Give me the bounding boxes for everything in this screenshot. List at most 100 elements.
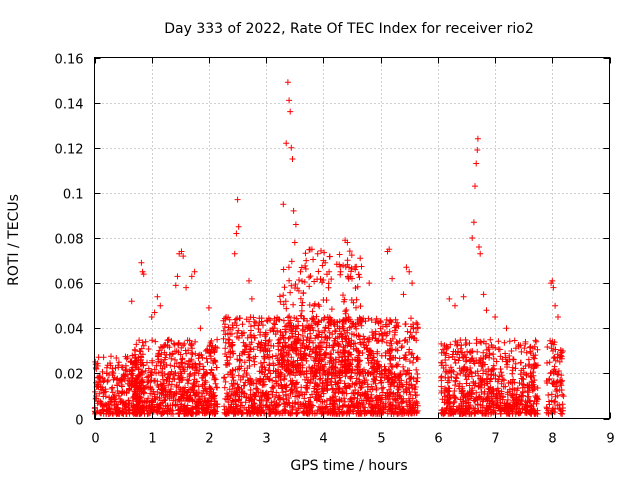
- data-point: [490, 388, 497, 395]
- data-point: [221, 374, 228, 381]
- data-point: [184, 380, 191, 387]
- data-point: [556, 358, 563, 365]
- data-point: [475, 360, 482, 367]
- data-point: [339, 390, 346, 397]
- data-point: [509, 364, 516, 371]
- data-point: [301, 279, 308, 285]
- data-point: [409, 280, 416, 287]
- data-point: [408, 351, 415, 358]
- y-tick-label: 0.02: [55, 368, 84, 383]
- data-point: [527, 397, 534, 404]
- data-point: [194, 366, 200, 372]
- data-point: [197, 325, 204, 332]
- data-point: [211, 401, 218, 408]
- data-point: [450, 399, 457, 406]
- data-point: [477, 355, 484, 361]
- data-point: [290, 207, 297, 214]
- data-point: [441, 342, 448, 349]
- data-point: [469, 355, 476, 362]
- data-point: [404, 328, 411, 335]
- data-point: [133, 364, 140, 371]
- data-point: [477, 250, 484, 257]
- data-point: [268, 401, 275, 408]
- data-point: [231, 250, 238, 257]
- data-point: [522, 363, 529, 369]
- data-point: [135, 403, 141, 410]
- data-point: [286, 400, 293, 407]
- data-point: [522, 398, 529, 405]
- data-point: [533, 394, 540, 401]
- data-point: [532, 362, 539, 369]
- data-point: [207, 353, 214, 360]
- data-point: [413, 319, 420, 326]
- data-point: [550, 355, 557, 362]
- data-point: [222, 361, 229, 368]
- data-point: [272, 321, 278, 328]
- data-point: [335, 385, 342, 392]
- data-point: [552, 302, 559, 309]
- data-point: [202, 410, 209, 417]
- data-point: [300, 353, 307, 360]
- data-point: [289, 347, 296, 354]
- data-point: [191, 372, 198, 379]
- data-point: [290, 324, 297, 331]
- data-point: [390, 401, 397, 408]
- data-point: [395, 361, 401, 368]
- data-point: [315, 328, 322, 334]
- data-point: [280, 408, 287, 414]
- data-point: [235, 396, 242, 403]
- data-point: [279, 363, 286, 370]
- data-point: [393, 322, 400, 329]
- data-point: [377, 325, 384, 332]
- data-point: [246, 318, 253, 325]
- data-point: [136, 395, 142, 402]
- data-point: [331, 398, 338, 405]
- data-point: [474, 348, 481, 355]
- data-point: [319, 262, 326, 269]
- data-point: [386, 246, 393, 253]
- data-point: [480, 349, 487, 356]
- data-point: [221, 403, 228, 410]
- data-point: [158, 358, 165, 365]
- data-point: [358, 263, 365, 270]
- data-point: [548, 391, 555, 398]
- data-point: [280, 335, 287, 342]
- data-point: [200, 402, 207, 408]
- data-point: [483, 376, 490, 383]
- data-point: [149, 337, 156, 344]
- data-point: [293, 410, 300, 417]
- data-point: [265, 354, 272, 361]
- data-point: [291, 239, 298, 246]
- data-point: [410, 407, 417, 414]
- data-point: [118, 398, 125, 405]
- data-point: [395, 399, 401, 406]
- data-point: [391, 371, 398, 378]
- data-point: [413, 366, 420, 373]
- data-point: [302, 262, 309, 269]
- data-point: [196, 351, 203, 358]
- data-point: [394, 319, 401, 326]
- data-point: [385, 396, 392, 402]
- data-point: [311, 302, 317, 309]
- data-point: [96, 409, 103, 416]
- data-point: [438, 359, 445, 366]
- data-point: [372, 330, 379, 337]
- data-point: [328, 276, 335, 283]
- data-point: [108, 353, 114, 360]
- data-point: [441, 349, 448, 356]
- data-point: [289, 361, 296, 368]
- data-point: [531, 377, 538, 384]
- data-point: [459, 388, 466, 395]
- data-point: [145, 395, 152, 402]
- data-point: [470, 219, 477, 226]
- data-point: [188, 349, 195, 356]
- data-point: [221, 384, 228, 391]
- data-point: [133, 386, 139, 393]
- data-point: [180, 405, 187, 411]
- data-point: [554, 378, 561, 385]
- data-point: [552, 393, 559, 400]
- data-point: [517, 409, 524, 416]
- data-point: [387, 383, 394, 390]
- data-point: [530, 365, 537, 372]
- data-point: [114, 382, 121, 389]
